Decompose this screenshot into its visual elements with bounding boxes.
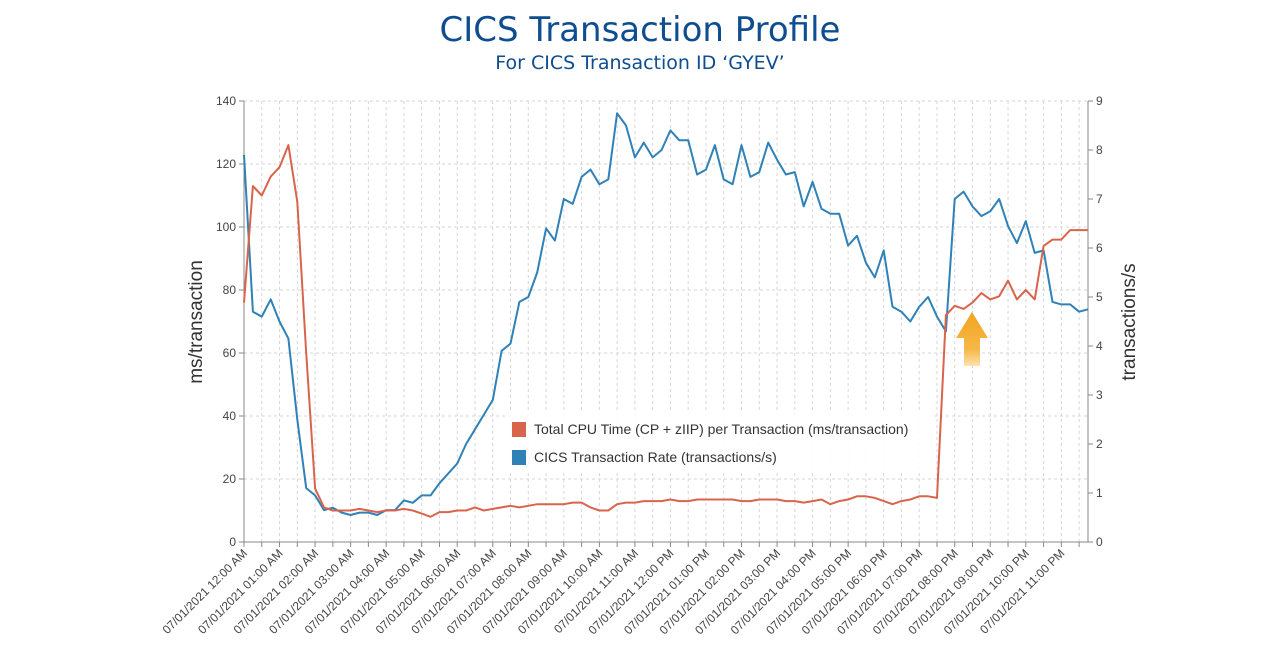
legend-label-rate: CICS Transaction Rate (transactions/s) [534,449,777,465]
legend-label-cpu: Total CPU Time (CP + zIIP) per Transacti… [534,421,908,437]
left-y-tick-label: 140 [216,94,236,108]
left-y-tick-label: 40 [223,409,237,423]
chart-title: CICS Transaction Profile [439,10,841,50]
right-y-tick-label: 2 [1096,437,1103,451]
series-lines [243,112,1089,518]
grid-lines [243,100,1088,543]
right-y-ticks: 0 1 2 3 4 5 6 7 8 9 [1096,94,1103,549]
left-y-tick-label: 20 [223,472,237,486]
right-y-axis-label: transactions/s [1119,263,1140,380]
left-y-tick-label: 60 [223,346,237,360]
right-y-tick-label: 4 [1096,339,1103,353]
left-y-ticks: 0 20 40 60 80 100 120 140 [216,94,236,549]
legend-swatch-rate [512,450,526,465]
left-y-axis-label: ms/transaction [186,260,207,384]
legend-swatch-cpu [512,422,526,437]
right-y-tick-label: 1 [1096,486,1103,500]
chart-subtitle: For CICS Transaction ID ‘GYEV’ [495,52,785,74]
right-y-tick-label: 3 [1096,388,1103,402]
left-y-tick-label: 120 [216,157,236,171]
up-arrow-icon [956,312,988,366]
right-y-tick-label: 7 [1096,192,1103,206]
cpu-time-line [243,144,1088,518]
left-y-tick-label: 0 [229,535,236,549]
legend: Total CPU Time (CP + zIIP) per Transacti… [505,412,935,472]
right-y-tick-label: 5 [1096,290,1103,304]
axes [239,100,1093,547]
legend-background [505,412,935,472]
right-y-tick-label: 9 [1096,94,1103,108]
right-y-tick-label: 8 [1096,143,1103,157]
right-y-tick-label: 6 [1096,241,1103,255]
left-y-tick-label: 100 [216,220,236,234]
right-y-tick-label: 0 [1096,535,1103,549]
left-y-tick-label: 80 [223,283,237,297]
